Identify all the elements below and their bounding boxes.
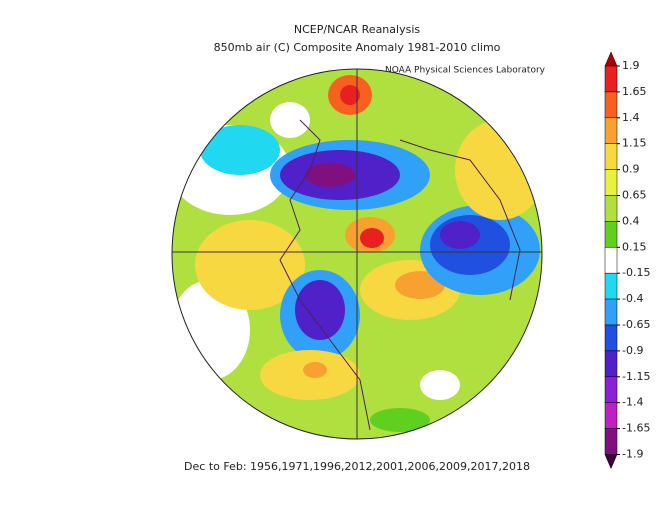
map-border (171, 68, 543, 440)
colorbar-swatch (604, 298, 618, 326)
colorbar-label: -1.9 (622, 448, 643, 461)
colorbar-swatch (604, 350, 618, 378)
colorbar-label: -1.65 (622, 422, 650, 435)
colorbar-over (604, 51, 618, 67)
colorbar-label: -0.15 (622, 266, 650, 279)
colorbar: 1.9 1.65 1.4 1.15 0.9 0.65 0.4 0.15 -0.15 -0.4 -0.… (604, 51, 650, 470)
colorbar-label: -0.4 (622, 292, 643, 305)
colorbar-label: 0.15 (622, 240, 647, 253)
colorbar-swatch (604, 117, 618, 144)
colorbar-swatch (604, 428, 618, 455)
colorbar-under (604, 454, 618, 470)
colorbar-label: 1.9 (622, 59, 640, 72)
colorbar-swatch (604, 376, 618, 403)
title: NCEP/NCAR Reanalysis (294, 23, 420, 36)
colorbar-label: -0.65 (622, 318, 650, 331)
colorbar-swatch (604, 402, 618, 429)
colorbar-label: -1.15 (622, 370, 650, 383)
colorbar-label: 0.9 (622, 163, 640, 176)
colorbar-label: 1.15 (622, 137, 647, 150)
colorbar-label: 1.4 (622, 111, 640, 124)
footer: Dec to Feb: 1956,1971,1996,2012,2001,200… (184, 460, 530, 473)
colorbar-swatch (604, 221, 618, 248)
colorbar-swatch (604, 143, 618, 170)
colorbar-swatch (604, 91, 618, 119)
colorbar-label: 0.65 (622, 189, 647, 202)
colorbar-label: -0.9 (622, 344, 643, 357)
colorbar-label: 1.65 (622, 85, 647, 98)
colorbar-swatch (604, 324, 618, 352)
colorbar-swatch (604, 169, 618, 196)
colorbar-label: -1.4 (622, 396, 643, 409)
subtitle: 850mb air (C) Composite Anomaly 1981-201… (214, 41, 501, 54)
credit: NOAA Physical Sciences Laboratory (385, 66, 546, 76)
colorbar-swatch (604, 195, 618, 222)
map (172, 69, 542, 439)
colorbar-swatch (604, 272, 618, 300)
colorbar-label: 0.4 (622, 214, 640, 227)
colorbar-swatch (604, 65, 618, 93)
colorbar-swatch (604, 247, 618, 274)
